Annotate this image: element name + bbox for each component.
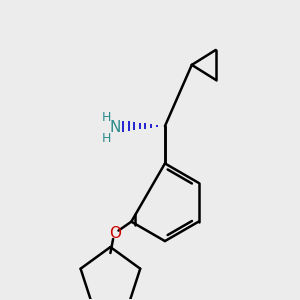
Text: N: N [110, 120, 121, 135]
Text: H: H [102, 132, 111, 145]
Text: H: H [102, 111, 111, 124]
Text: O: O [109, 226, 121, 241]
